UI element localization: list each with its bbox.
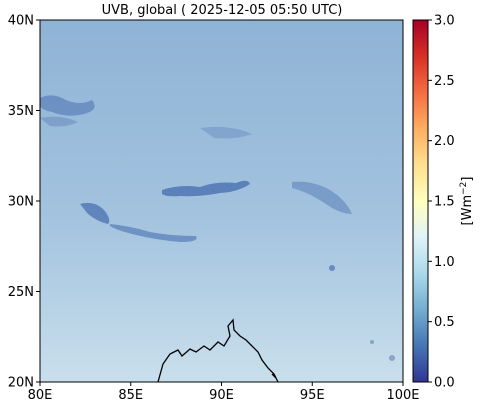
- y-tick-label: 25N: [8, 285, 34, 300]
- colorbar-bar: [412, 19, 429, 383]
- y-tick-label: 30N: [8, 195, 34, 210]
- y-tick-label: 20N: [8, 376, 34, 391]
- colorbar-label: [Wm−2]: [459, 177, 475, 226]
- x-tick-label: 95E: [300, 388, 325, 403]
- y-tick-label: 35N: [8, 104, 34, 119]
- latitude-axis: 20N 25N 30N 35N 40N: [8, 14, 40, 391]
- cloud-band-east: [292, 181, 352, 214]
- colorbar-tick-label: 1.5: [434, 195, 455, 210]
- map-panel: 80E 85E 90E 95E 100E 20N 25N 30N 35N 40N: [8, 14, 420, 404]
- map-title: UVB, global ( 2025-12-05 05:50 UTC): [102, 3, 343, 18]
- y-tick-label: 40N: [8, 14, 34, 29]
- x-tick-label: 85E: [118, 388, 143, 403]
- colorbar-tick-label: 2.5: [434, 74, 455, 89]
- colorbar-ticks: 0.0 0.5 1.0 1.5 2.0 2.5 3.0: [428, 14, 455, 391]
- x-tick-label: 100E: [386, 388, 419, 403]
- x-tick-label: 80E: [28, 388, 53, 403]
- colorbar-tick-label: 3.0: [434, 14, 455, 29]
- cloud-features: [40, 95, 395, 361]
- cloud-band-northeast: [200, 126, 252, 139]
- cloud-band-north-2: [40, 116, 78, 127]
- coastline: [157, 318, 279, 382]
- cloud-dot: [329, 265, 335, 271]
- x-tick-label: 90E: [209, 388, 234, 403]
- cloud-dot: [389, 355, 395, 361]
- colorbar-tick-label: 2.0: [434, 134, 455, 149]
- colorbar-tick-label: 1.0: [434, 255, 455, 270]
- colorbar-tick-label: 0.0: [434, 376, 455, 391]
- cloud-band-central: [162, 180, 250, 197]
- cloud-band-north: [40, 95, 95, 116]
- longitude-axis: 80E 85E 90E 95E 100E: [28, 382, 420, 403]
- uvb-field: [40, 20, 403, 382]
- colorbar: 0.0 0.5 1.0 1.5 2.0 2.5 3.0 [Wm−2]: [412, 14, 475, 391]
- cloud-band-south: [110, 224, 197, 242]
- colorbar-tick-label: 0.5: [434, 315, 455, 330]
- cloud-dot: [370, 340, 374, 344]
- cloud-band-west: [80, 202, 110, 224]
